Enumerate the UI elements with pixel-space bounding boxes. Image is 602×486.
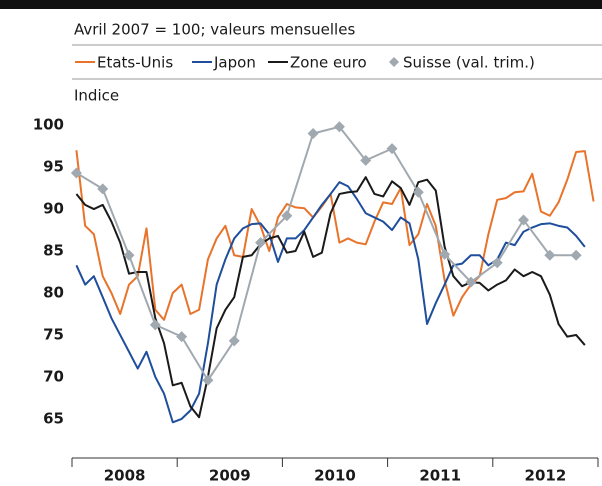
legend-label: Japon [213, 54, 256, 72]
x-category-label: 2010 [314, 467, 356, 485]
series-marker [439, 248, 451, 260]
legend-marker [389, 57, 399, 67]
series-marker [97, 183, 109, 195]
series-line [75, 125, 577, 382]
series-marker [570, 249, 582, 261]
series-marker [228, 335, 240, 347]
series-marker [255, 237, 267, 249]
y-axis-label: Indice [74, 87, 119, 105]
y-tick-label: 85 [43, 242, 64, 260]
legend-label: Etats-Unis [97, 54, 173, 72]
series-line [75, 181, 586, 424]
y-tick-label: 65 [43, 409, 64, 427]
x-category-label: 2011 [419, 467, 461, 485]
series-marker [307, 128, 319, 140]
series-marker [70, 167, 82, 179]
y-tick-label: 75 [43, 325, 64, 343]
series-marker [518, 214, 530, 226]
series-marker [544, 249, 556, 261]
subtitle: Avril 2007 = 100; valeurs mensuelles [74, 21, 355, 39]
series-line [75, 150, 595, 321]
x-category-label: 2008 [104, 467, 146, 485]
y-tick-label: 90 [43, 200, 64, 218]
series-marker [412, 186, 424, 198]
y-tick-label: 100 [33, 116, 64, 134]
series-marker [360, 154, 372, 166]
y-tick-label: 95 [43, 158, 64, 176]
x-category-label: 2009 [209, 467, 251, 485]
x-category-label: 2012 [525, 467, 567, 485]
header-bar [0, 0, 602, 9]
series-marker [281, 210, 293, 222]
series-marker [202, 374, 214, 386]
series-marker [386, 143, 398, 155]
series-marker [465, 276, 477, 288]
series-marker [176, 331, 188, 343]
legend: Etats-Unis Japon Zone euro Suisse (val. tri… [75, 54, 535, 72]
series-marker [491, 257, 503, 269]
y-tick-label: 80 [43, 283, 64, 301]
series-marker [333, 121, 345, 133]
series-line [75, 176, 586, 419]
legend-label: Zone euro [290, 54, 367, 72]
series-marker [149, 319, 161, 331]
series-marker [123, 249, 135, 261]
legend-label: Suisse (val. trim.) [403, 54, 535, 72]
y-tick-label: 70 [43, 367, 64, 385]
